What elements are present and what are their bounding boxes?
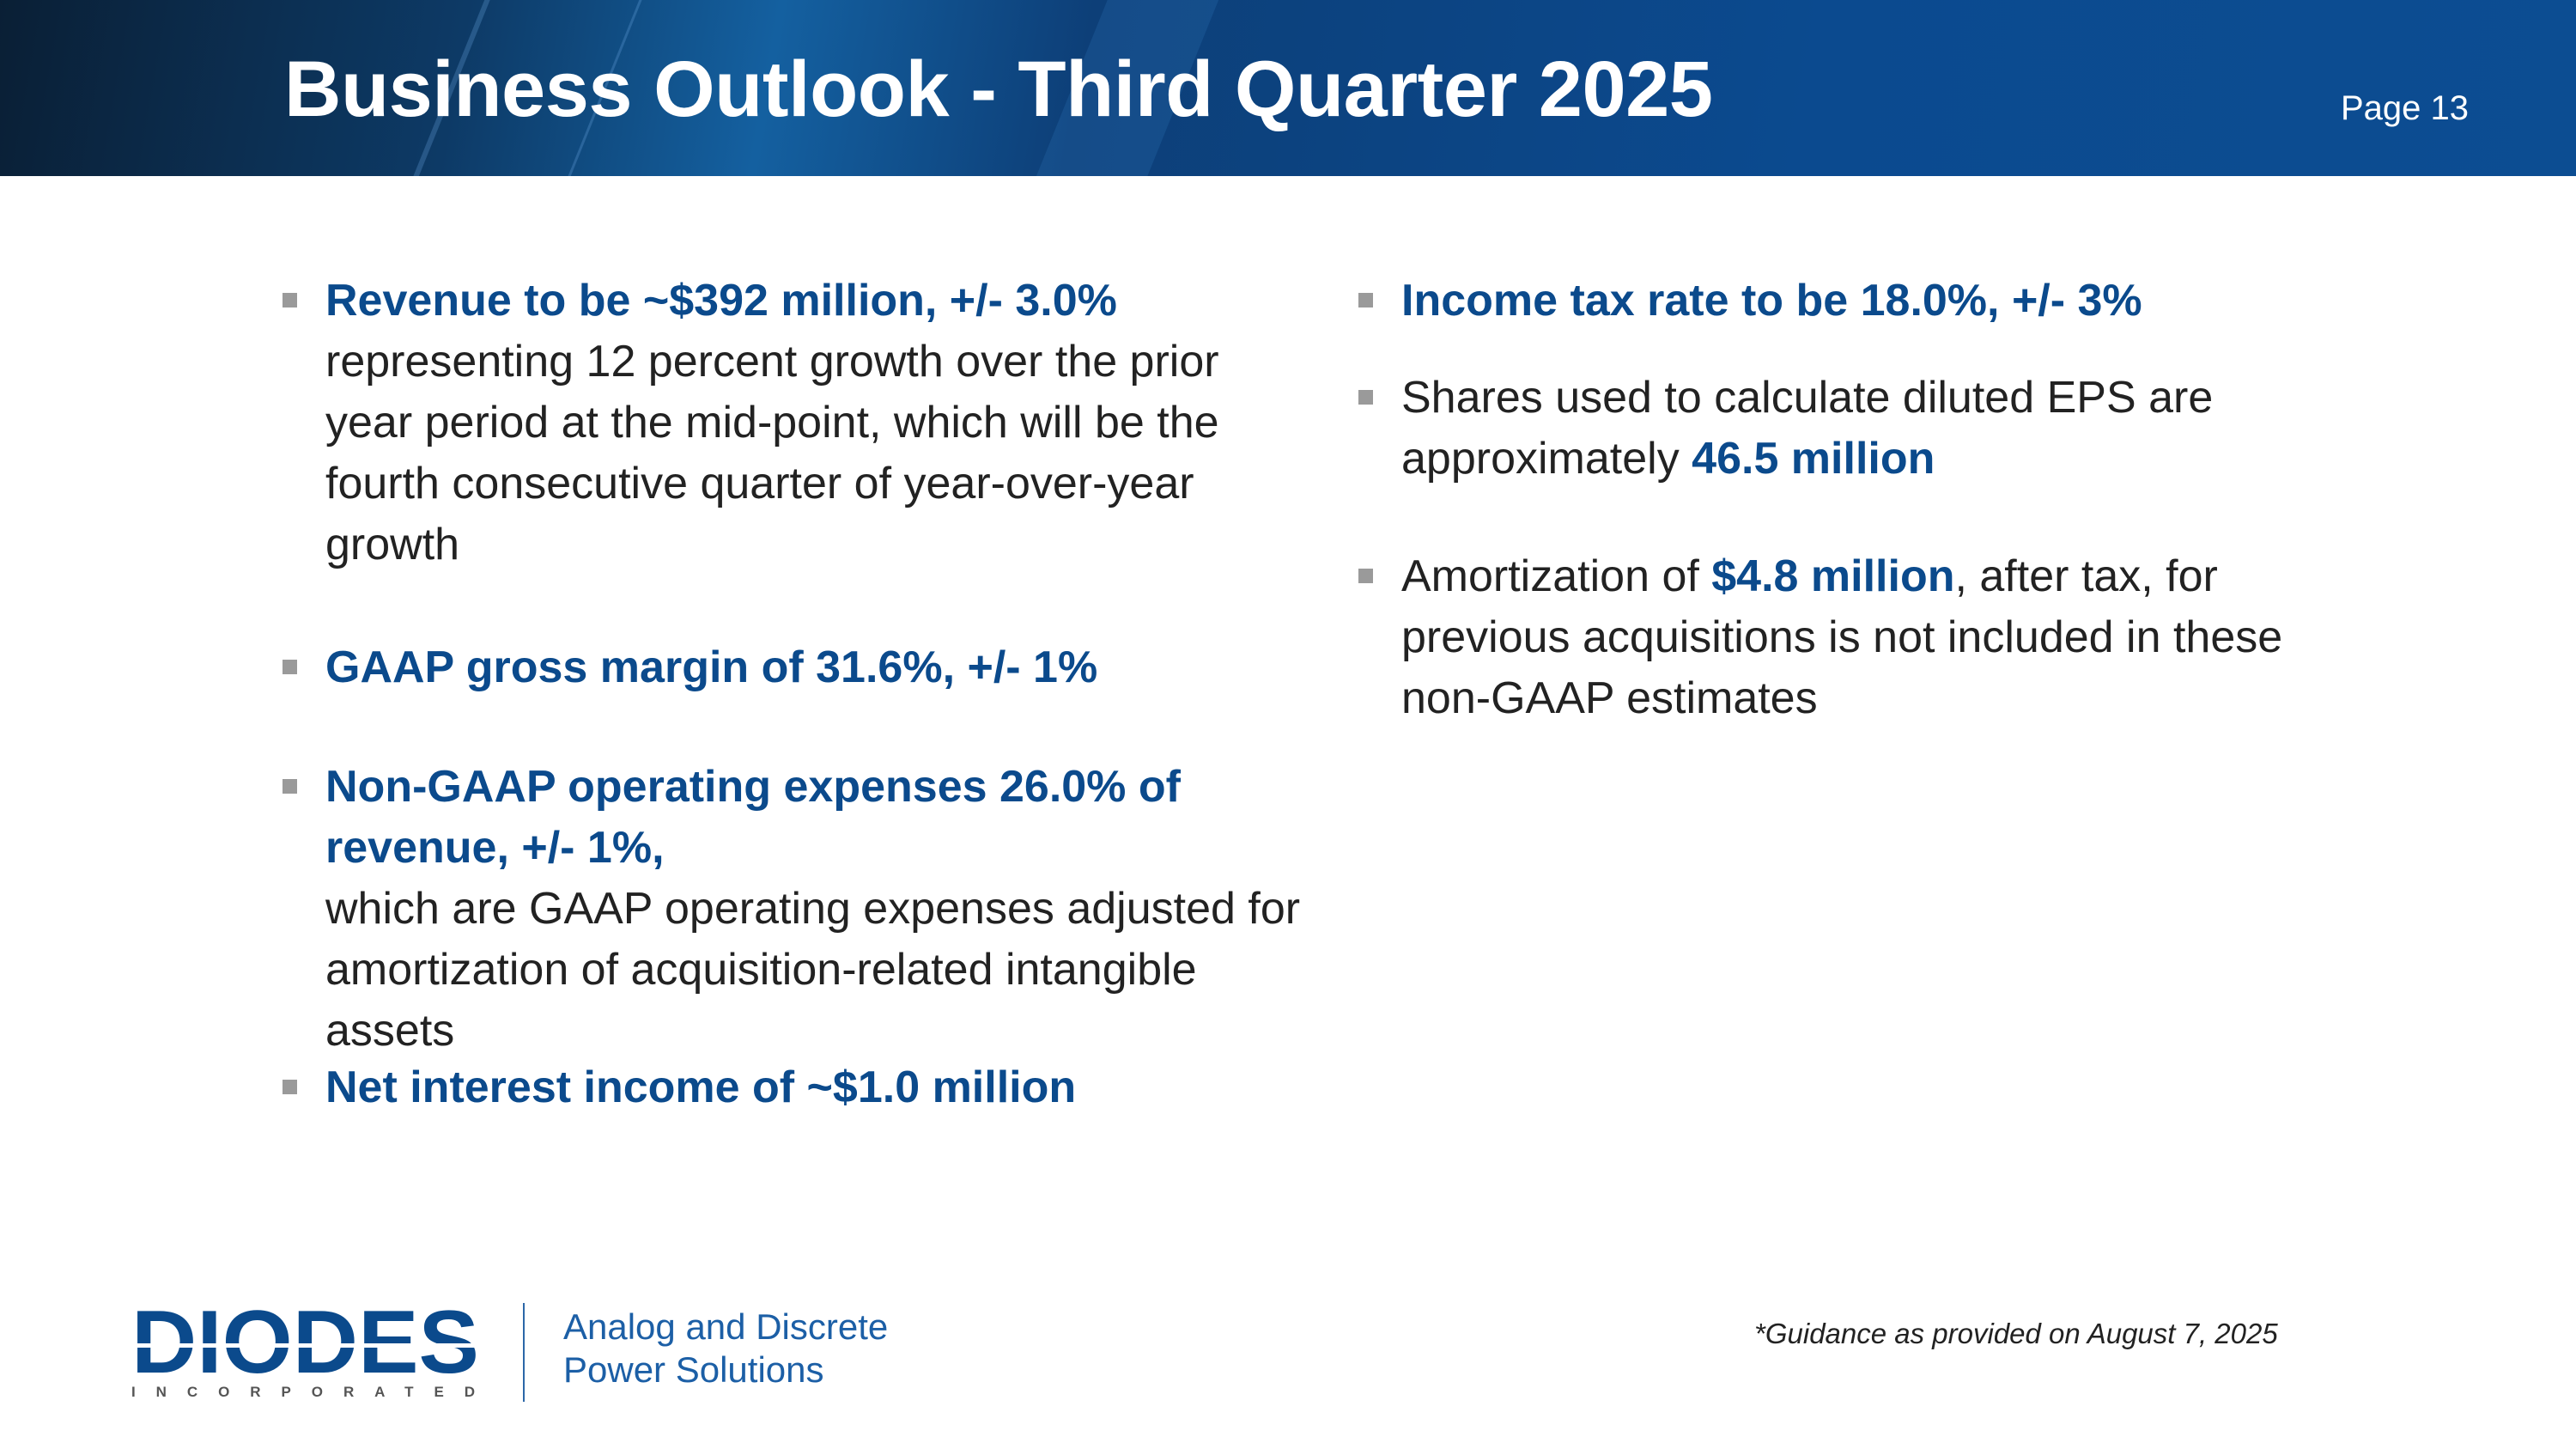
bullet-icon xyxy=(1358,390,1373,405)
tagline: Analog and Discrete Power Solutions xyxy=(563,1306,889,1390)
bullet-icon xyxy=(1358,569,1373,583)
diodes-logo: DIODES INCORPORATED xyxy=(131,1293,492,1404)
bullet-gross-margin: GAAP gross margin of 31.6%, +/- 1% xyxy=(283,637,1296,698)
svg-text:DIODES: DIODES xyxy=(131,1306,479,1392)
bullet-opex: Non-GAAP operating expenses 26.0% of rev… xyxy=(283,757,1304,1062)
bullet-icon xyxy=(283,1080,297,1094)
bullet-interest: Net interest income of ~$1.0 million xyxy=(283,1057,1296,1118)
bullet-amortization: Amortization of $4.8 million, after tax,… xyxy=(1358,546,2372,729)
page-number: Page 13 xyxy=(2341,89,2470,127)
bullet-revenue: Revenue to be ~$392 million, +/- 3.0% re… xyxy=(283,271,1296,575)
page-title: Business Outlook - Third Quarter 2025 xyxy=(284,46,1713,133)
footer-divider xyxy=(523,1303,525,1402)
bullet-icon xyxy=(283,779,297,794)
bullet-icon xyxy=(1358,293,1373,307)
footnote: *Guidance as provided on August 7, 2025 xyxy=(1754,1318,2278,1349)
bullet-icon xyxy=(283,660,297,674)
header-banner: Business Outlook - Third Quarter 2025 Pa… xyxy=(0,0,2576,176)
bullet-tax-rate: Income tax rate to be 18.0%, +/- 3% xyxy=(1358,271,2372,332)
bullet-icon xyxy=(283,293,297,307)
bullet-shares: Shares used to calculate diluted EPS are… xyxy=(1358,368,2312,490)
